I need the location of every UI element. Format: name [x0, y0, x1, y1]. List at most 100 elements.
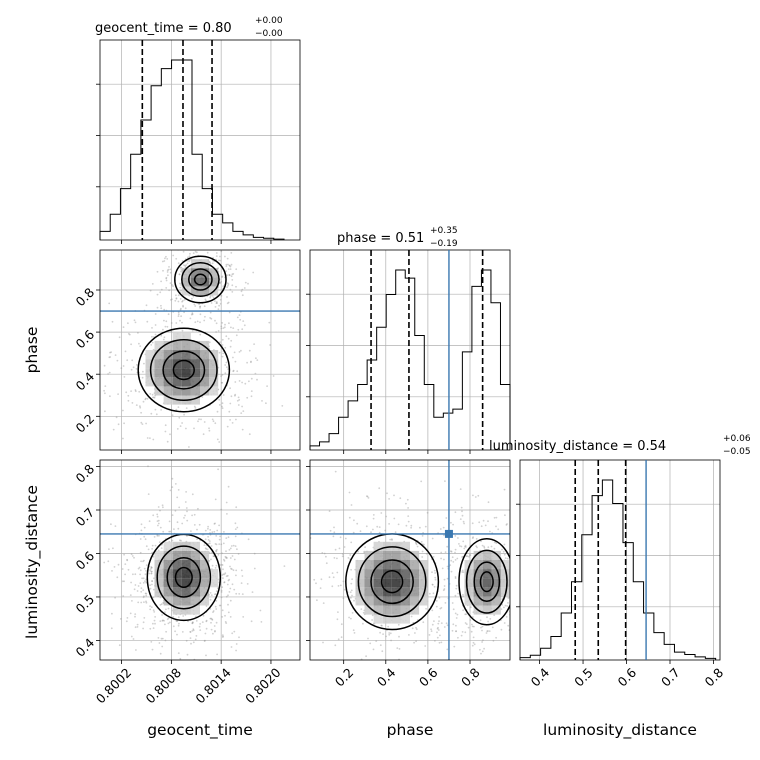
- sample-point: [216, 587, 219, 590]
- sample-point: [149, 587, 152, 590]
- sample-point: [236, 526, 239, 529]
- sample-point: [350, 582, 353, 585]
- sample-point: [194, 638, 197, 641]
- density-cell: [172, 386, 182, 396]
- sample-point: [340, 636, 343, 639]
- sample-point: [342, 597, 345, 600]
- sample-point: [465, 613, 468, 616]
- sample-point: [189, 631, 192, 633]
- sample-point: [486, 616, 488, 619]
- sample-point: [158, 534, 160, 537]
- sample-point: [232, 327, 235, 329]
- sample-point: [192, 628, 195, 631]
- sample-point: [216, 238, 218, 240]
- sample-point: [191, 329, 194, 332]
- sample-point: [134, 613, 137, 615]
- sample-point: [227, 284, 229, 287]
- sample-point: [171, 539, 174, 542]
- sample-point: [218, 259, 220, 262]
- sample-point: [230, 252, 233, 254]
- sample-point: [440, 557, 442, 560]
- sample-point: [472, 536, 474, 538]
- sample-point: [128, 333, 131, 336]
- sample-point: [196, 528, 198, 531]
- sample-point: [503, 606, 505, 609]
- density-cell: [200, 286, 210, 296]
- sample-point: [235, 569, 238, 572]
- x-axis-title-luminosity-distance: luminosity_distance: [543, 721, 697, 740]
- sample-point: [218, 543, 221, 545]
- sample-point: [390, 639, 392, 642]
- sample-point: [208, 540, 211, 542]
- sample-point: [504, 557, 507, 559]
- sample-point: [123, 580, 125, 583]
- sample-point: [546, 593, 548, 595]
- sample-point: [127, 399, 130, 402]
- sample-point: [193, 427, 195, 430]
- sample-point: [450, 550, 453, 553]
- sample-point: [211, 531, 214, 534]
- sample-point: [235, 649, 238, 652]
- density-cell: [473, 550, 483, 560]
- sample-point: [193, 524, 196, 526]
- sample-point: [207, 245, 209, 247]
- sample-point: [197, 420, 199, 423]
- sample-point: [151, 580, 153, 582]
- sample-point: [228, 410, 231, 413]
- sample-point: [428, 592, 431, 595]
- sample-point: [454, 576, 457, 578]
- sample-point: [237, 396, 240, 399]
- sample-point: [199, 321, 201, 324]
- sample-point: [413, 641, 415, 644]
- sample-point: [165, 320, 168, 323]
- sample-point: [215, 301, 218, 303]
- sample-point: [144, 573, 147, 576]
- sample-point: [227, 603, 229, 606]
- sample-point: [228, 274, 231, 276]
- sample-point: [378, 531, 381, 534]
- sample-point: [166, 269, 169, 272]
- sample-point: [160, 280, 163, 283]
- sample-point: [109, 395, 111, 398]
- sample-point: [178, 273, 181, 276]
- sample-point: [149, 608, 152, 611]
- density-cell: [145, 359, 155, 369]
- sample-point: [473, 643, 476, 646]
- sample-point: [515, 641, 517, 643]
- sample-point: [490, 545, 493, 548]
- sample-point: [353, 599, 355, 602]
- sample-point: [523, 567, 525, 569]
- sample-point: [129, 594, 132, 596]
- sample-point: [127, 394, 130, 397]
- sample-point: [487, 501, 490, 504]
- sample-point: [234, 545, 237, 547]
- density-cell: [154, 350, 164, 360]
- sample-point: [379, 644, 382, 647]
- sample-point: [527, 567, 529, 569]
- sample-point: [250, 620, 253, 623]
- sample-point: [497, 528, 500, 531]
- sample-point: [134, 573, 137, 576]
- sample-point: [171, 477, 174, 480]
- sample-point: [468, 555, 470, 558]
- hist-title-luminosity-distance: luminosity_distance = 0.54: [489, 439, 666, 454]
- sample-point: [124, 573, 126, 576]
- sample-point: [407, 507, 409, 509]
- density-cell: [410, 605, 420, 615]
- sample-point: [235, 643, 238, 645]
- sample-point: [142, 560, 144, 563]
- sample-point: [440, 606, 443, 609]
- sample-point: [126, 559, 129, 562]
- sample-point: [229, 599, 232, 602]
- sample-point: [322, 602, 325, 604]
- sample-point: [185, 427, 187, 430]
- sample-point: [485, 632, 488, 634]
- sample-point: [183, 413, 186, 416]
- contour-0-1: [181, 261, 220, 298]
- sample-point: [241, 405, 244, 408]
- sample-point: [450, 570, 453, 573]
- sample-point: [145, 594, 148, 597]
- sample-point: [190, 313, 193, 316]
- sample-point: [134, 321, 137, 324]
- sample-point: [191, 622, 194, 624]
